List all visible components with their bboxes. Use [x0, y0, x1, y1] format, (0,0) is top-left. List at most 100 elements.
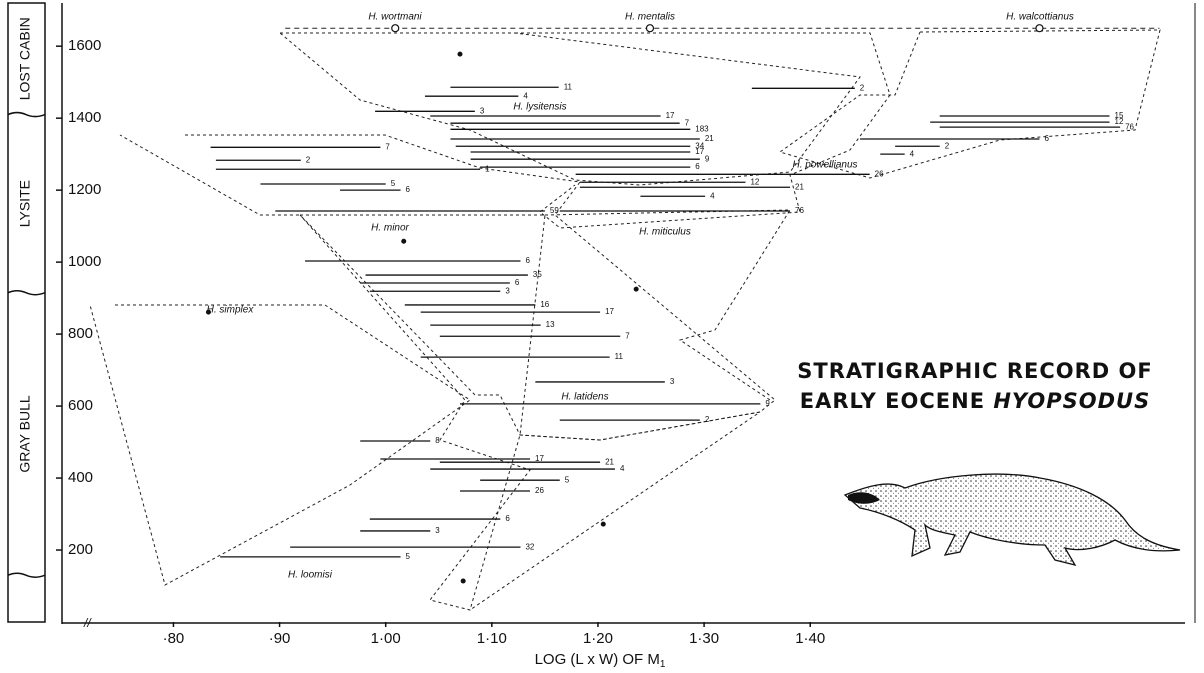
sample-size: 17 — [666, 111, 675, 120]
unit-boundary — [7, 572, 46, 578]
single-specimen — [205, 309, 211, 315]
sample-size: 5 — [565, 475, 570, 484]
envelope — [544, 209, 791, 401]
envelope — [89, 304, 471, 586]
sample-size: 5 — [391, 179, 396, 188]
sample-size: 3 — [670, 377, 675, 386]
sample-size: 4 — [710, 191, 715, 200]
species-label: H. loomisi — [288, 570, 333, 581]
hyopsodus-sketch — [843, 473, 1181, 567]
species-label: H. latidens — [561, 392, 608, 403]
sample-size: 1 — [485, 164, 490, 173]
sample-size: 6 — [406, 185, 411, 194]
sample-size: 26 — [875, 169, 884, 178]
sample-size: 21 — [795, 182, 804, 191]
envelope — [515, 32, 891, 229]
sample-size: 183 — [695, 124, 709, 133]
species-label: H. wortmani — [368, 12, 422, 23]
envelope — [299, 214, 546, 611]
unit-label: LYSITE — [17, 180, 33, 227]
single-specimen — [460, 578, 466, 584]
x-tick-label: 1·30 — [689, 630, 719, 647]
x-tick-label: 1·10 — [477, 630, 507, 647]
x-tick-label: 1·20 — [583, 630, 613, 647]
species-label: H. minor — [371, 223, 409, 234]
axis-break: // — [83, 616, 92, 630]
sample-size: 32 — [525, 542, 534, 551]
sample-size: 16 — [540, 300, 549, 309]
species-label: H. powellianus — [792, 160, 857, 171]
sample-size: 34 — [695, 141, 704, 150]
sample-size: 76 — [795, 206, 804, 215]
x-tick-label: ·90 — [269, 630, 291, 647]
sample-size: 4 — [910, 149, 915, 158]
y-tick-label: 1200 — [68, 181, 101, 198]
sample-size: 12 — [1115, 117, 1124, 126]
species-label: H. simplex — [207, 305, 255, 316]
unit-label: LOST CABIN — [17, 17, 33, 100]
sample-size: 11 — [564, 82, 573, 91]
x-tick-label: ·80 — [163, 630, 185, 647]
sample-size: 6 — [1044, 134, 1049, 143]
unit-boundary — [7, 111, 46, 118]
sample-size: 2 — [705, 415, 710, 424]
envelopes — [89, 29, 1161, 611]
species-label: H. miticulus — [639, 227, 691, 238]
x-label-text: LOG (L x W) OF M — [535, 651, 660, 668]
sample-size: 8 — [435, 436, 440, 445]
sample-size: 3 — [435, 526, 440, 535]
subtitle-italic: HYOPSODUS — [993, 389, 1150, 413]
strat-column — [7, 2, 46, 623]
chart-subtitle: EARLY EOCENE HYOPSODUS — [800, 389, 1150, 413]
type-specimen — [645, 24, 655, 33]
type-specimen — [391, 24, 400, 33]
envelope — [469, 411, 761, 611]
unit-label: GRAY BULL — [17, 395, 33, 473]
sample-size: 17 — [535, 454, 544, 463]
y-tick-label: 1400 — [68, 109, 101, 126]
y-tick-label: 400 — [68, 469, 93, 486]
y-tick-label: 600 — [68, 397, 93, 414]
sample-size: 2 — [945, 141, 950, 150]
sample-size: 17 — [695, 147, 704, 156]
x-tick-label: 1·00 — [371, 630, 401, 647]
sample-size: 17 — [605, 307, 614, 316]
sample-size: 7 — [385, 142, 390, 151]
sample-size: 6 — [695, 162, 700, 171]
sample-size: 4 — [523, 91, 528, 100]
sample-size: 12 — [750, 177, 759, 186]
x-label-subscript: 1 — [660, 659, 666, 670]
animal — [843, 473, 1181, 567]
animal-head — [848, 492, 880, 504]
sample-size: 9 — [705, 154, 710, 163]
unit-boundary — [7, 289, 46, 296]
type-specimen — [1035, 24, 1044, 33]
sample-size: 21 — [705, 134, 714, 143]
sample-size: 7 — [625, 331, 630, 340]
envelope — [119, 134, 776, 441]
single-specimen — [633, 286, 639, 292]
sample-size: 11 — [615, 352, 624, 361]
subtitle-text: EARLY EOCENE — [800, 389, 985, 413]
sample-size: 5 — [406, 552, 411, 561]
sample-size: 6 — [505, 514, 510, 523]
species-label: H. walcottianus — [1006, 12, 1074, 23]
y-tick-label: 800 — [68, 325, 93, 342]
sample-size: 59 — [550, 206, 559, 215]
x-axis-label: LOG (L x W) OF M1 — [535, 651, 666, 670]
sample-size: 15 — [1115, 111, 1124, 120]
single-specimen — [457, 51, 463, 57]
envelope — [279, 32, 861, 186]
sample-size: 6 — [515, 278, 520, 287]
sample-size: 26 — [535, 486, 544, 495]
sample-size: 35 — [533, 270, 542, 279]
sample-size: 76 — [1125, 122, 1134, 131]
sample-size: 6 — [525, 256, 530, 265]
sample-size: 13 — [546, 320, 555, 329]
y-tick-label: 1600 — [68, 37, 101, 54]
chart-title: STRATIGRAPHIC RECORD OF — [797, 359, 1152, 383]
sample-size: 7 — [685, 118, 690, 127]
species-label: H. mentalis — [625, 12, 675, 23]
sample-size: 3 — [480, 106, 485, 115]
